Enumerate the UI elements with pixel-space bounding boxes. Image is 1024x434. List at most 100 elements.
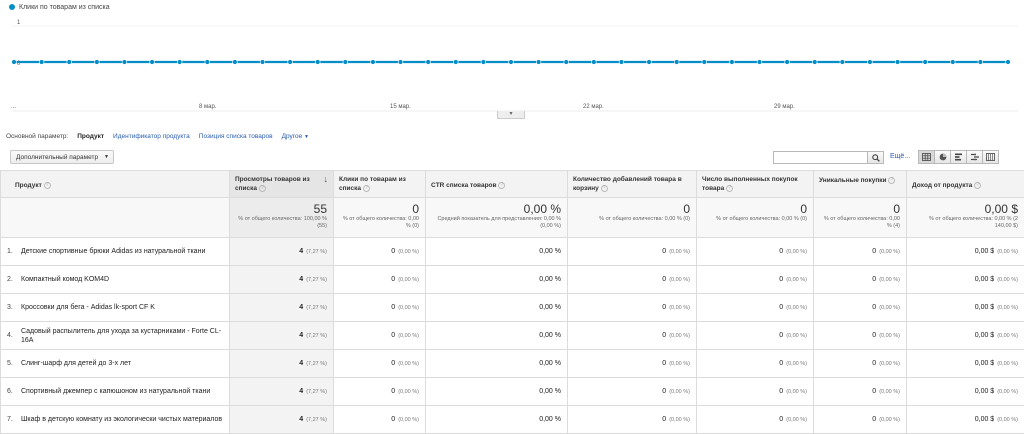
data-point[interactable] (260, 60, 265, 65)
data-point[interactable] (453, 60, 458, 65)
data-point[interactable] (950, 60, 955, 65)
data-point[interactable] (481, 60, 486, 65)
help-icon[interactable]: ? (44, 182, 51, 189)
secondary-dimension-button[interactable]: Дополнительный параметр ▼ (10, 150, 114, 164)
product-name-link[interactable]: Слинг-шарф для детей до 3-х лет (21, 359, 131, 368)
revenue-value: 0,00 $ (975, 388, 994, 395)
row-index: 6. (7, 388, 21, 395)
column-header-list-clicks[interactable]: Клики по товарам из списка ? (334, 171, 426, 198)
data-point[interactable] (150, 60, 155, 65)
column-header-list-views[interactable]: ↓Просмотры товаров из списка ? (230, 171, 334, 198)
views-cell: 4(7,27 %) (230, 322, 334, 350)
help-icon[interactable]: ? (363, 185, 370, 192)
column-header-unique-purchases[interactable]: Уникальные покупки ? (814, 171, 907, 198)
help-icon[interactable]: ? (498, 182, 505, 189)
dimension-product[interactable]: Продукт (77, 133, 104, 140)
help-icon[interactable]: ? (726, 185, 733, 192)
clicks-cell: 0(0,00 %) (334, 294, 426, 322)
performance-view-button[interactable] (950, 150, 967, 164)
data-point[interactable] (591, 60, 596, 65)
data-point[interactable] (12, 60, 17, 65)
clicks-value: 0 (391, 360, 395, 367)
data-point[interactable] (205, 60, 210, 65)
revenue-cell: 0,00 $(0,00 %) (907, 266, 1024, 294)
data-point[interactable] (315, 60, 320, 65)
row-index: 2. (7, 276, 21, 283)
data-point[interactable] (840, 60, 845, 65)
table-search-input[interactable] (773, 151, 868, 164)
adds-value: 0 (662, 248, 666, 255)
column-header-adds-to-cart[interactable]: Количество добавлений товара в корзину ? (568, 171, 697, 198)
views-value: 4 (299, 332, 303, 339)
help-icon[interactable]: ? (259, 185, 266, 192)
help-icon[interactable]: ? (601, 185, 608, 192)
data-point[interactable] (868, 60, 873, 65)
comparison-view-button[interactable] (966, 150, 983, 164)
table-row: 1.Детские спортивные брюки Adidas из нат… (1, 238, 1024, 266)
data-point[interactable] (785, 60, 790, 65)
data-point[interactable] (398, 60, 403, 65)
product-name-link[interactable]: Садовый распылитель для ухода за кустарн… (21, 327, 223, 345)
column-header-purchases[interactable]: Число выполненных покупок товара ? (697, 171, 814, 198)
data-point[interactable] (702, 60, 707, 65)
adds-cell: 0(0,00 %) (568, 378, 697, 406)
data-point[interactable] (39, 60, 44, 65)
data-point[interactable] (371, 60, 376, 65)
unique-value: 0 (872, 416, 876, 423)
data-point[interactable] (812, 60, 817, 65)
data-point[interactable] (923, 60, 928, 65)
data-point[interactable] (647, 60, 652, 65)
help-icon[interactable]: ? (888, 177, 895, 184)
data-point[interactable] (67, 60, 72, 65)
total-cell: 0% от общего количества: 0,00 % (0) (568, 198, 697, 238)
data-point[interactable] (122, 60, 127, 65)
data-point[interactable] (619, 60, 624, 65)
data-point[interactable] (1006, 60, 1011, 65)
product-name-link[interactable]: Шкаф в детскую комнату из экологически ч… (21, 415, 222, 424)
chart-collapse-button[interactable]: ▾ (497, 111, 525, 119)
pivot-view-button[interactable] (982, 150, 999, 164)
table-row: 3.Кроссовки для бега - Adidas lk-sport C… (1, 294, 1024, 322)
data-point[interactable] (288, 60, 293, 65)
line-chart: 1 0 ... 8 мар. 15 мар. 22 мар. 29 мар. (0, 12, 1024, 120)
data-point[interactable] (509, 60, 514, 65)
search-button[interactable] (867, 151, 884, 164)
dimension-list-position-link[interactable]: Позиция списка товаров (199, 133, 273, 140)
adds-value: 0 (662, 276, 666, 283)
data-point[interactable] (177, 60, 182, 65)
column-header-product[interactable]: Продукт ? (1, 171, 230, 198)
pie-view-button[interactable] (934, 150, 951, 164)
ctr-cell: 0,00 % (426, 266, 568, 294)
data-point[interactable] (343, 60, 348, 65)
data-point[interactable] (94, 60, 99, 65)
clicks-percent: (0,00 %) (398, 277, 419, 283)
advanced-filter-link[interactable]: Ещё... (890, 153, 910, 160)
chart-legend[interactable]: Клики по товарам из списка (9, 2, 110, 12)
product-name-link[interactable]: Компактный комод KOM4D (21, 275, 109, 284)
purchases-value: 0 (779, 304, 783, 311)
data-point[interactable] (232, 60, 237, 65)
data-point[interactable] (564, 60, 569, 65)
column-header-revenue[interactable]: Доход от продукта ? (907, 171, 1024, 198)
ctr-value: 0,00 % (539, 360, 561, 367)
comparison-icon (971, 153, 979, 161)
data-point[interactable] (729, 60, 734, 65)
column-header-ctr[interactable]: CTR списка товаров ? (426, 171, 568, 198)
revenue-value: 0,00 $ (975, 416, 994, 423)
dimension-product-id-link[interactable]: Идентификатор продукта (113, 133, 190, 140)
product-name-link[interactable]: Спортивный джемпер с капюшоном из натура… (21, 387, 210, 396)
unique-cell: 0(0,00 %) (814, 406, 907, 434)
data-point[interactable] (426, 60, 431, 65)
help-icon[interactable]: ? (974, 182, 981, 189)
data-point[interactable] (757, 60, 762, 65)
table-view-button[interactable] (918, 150, 935, 164)
product-name-link[interactable]: Детские спортивные брюки Adidas из натур… (21, 247, 205, 256)
clicks-cell: 0(0,00 %) (334, 406, 426, 434)
data-point[interactable] (674, 60, 679, 65)
data-point[interactable] (895, 60, 900, 65)
data-point[interactable] (536, 60, 541, 65)
data-point[interactable] (978, 60, 983, 65)
product-cell: 6.Спортивный джемпер с капюшоном из нату… (1, 378, 230, 406)
dimension-other-dropdown[interactable]: Другое ▼ (282, 133, 309, 140)
product-name-link[interactable]: Кроссовки для бега - Adidas lk-sport CF … (21, 303, 155, 312)
